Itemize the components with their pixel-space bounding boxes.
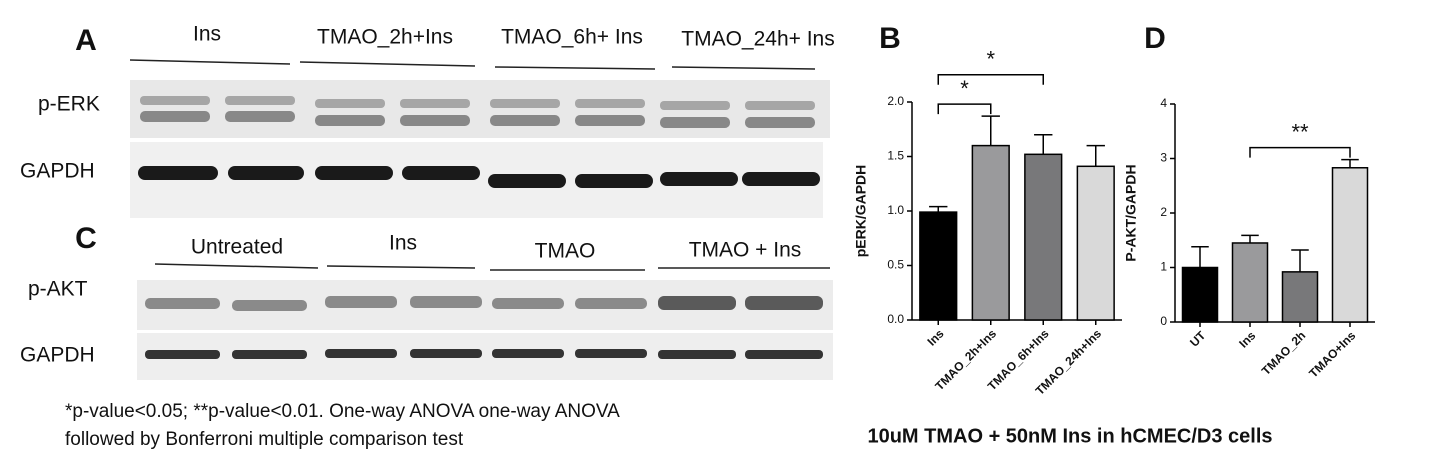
lane-header: Untreated <box>191 236 283 259</box>
lane-header: TMAO <box>535 240 596 263</box>
row-label: GAPDH <box>20 344 95 367</box>
y-axis-label: P-AKT/GAPDH <box>1123 164 1139 261</box>
bar <box>919 211 958 321</box>
y-tick-label: 0.5 <box>887 258 904 272</box>
lane-header: TMAO_24h+ Ins <box>681 28 835 51</box>
lane-lines <box>129 59 816 70</box>
caption: 10uM TMAO + 50nM Ins in hCMEC/D3 cells <box>867 425 1272 447</box>
bar <box>1076 165 1115 321</box>
significance-bracket <box>937 73 1044 85</box>
significance-label: * <box>960 76 969 101</box>
y-tick-label: 1.5 <box>887 149 904 163</box>
y-tick-label: 1.0 <box>887 203 904 217</box>
bar <box>1024 153 1063 321</box>
y-tick-label: 2 <box>1160 205 1167 219</box>
y-tick-label: 0.0 <box>887 312 904 326</box>
blot-perk <box>130 80 830 138</box>
row-label: GAPDH <box>20 160 95 183</box>
significance-label: ** <box>1291 119 1309 144</box>
footnote: followed by Bonferroni multiple comparis… <box>65 429 464 450</box>
lane-header: Ins <box>389 232 417 255</box>
row-label: p-AKT <box>28 278 88 301</box>
significance-bracket <box>937 103 992 115</box>
footnote: *p-value<0.05; **p-value<0.01. One-way A… <box>65 401 620 422</box>
lane-header: TMAO + Ins <box>689 239 802 262</box>
significance-bracket <box>1249 146 1351 158</box>
x-tick-label: UT <box>1187 328 1209 350</box>
blot-gapdh-a <box>130 142 823 218</box>
bar <box>1331 167 1369 323</box>
lane-header: TMAO_2h+Ins <box>317 26 453 49</box>
x-tick-label: Ins <box>924 326 946 348</box>
bar <box>1281 271 1319 323</box>
panel-letter: A <box>75 24 97 57</box>
blot-gapdh-c <box>137 333 833 380</box>
panel-letter: C <box>75 222 97 255</box>
significance-label: * <box>986 47 995 72</box>
bar <box>1181 266 1219 323</box>
lane-lines <box>154 263 830 271</box>
x-tick-label: Ins <box>1236 328 1258 350</box>
row-label: p-ERK <box>38 93 100 116</box>
x-tick-label: TMAO_2h <box>1259 328 1309 378</box>
lane-header: TMAO_6h+ Ins <box>501 26 643 49</box>
y-axis-label: pERK/GAPDH <box>853 165 869 258</box>
panel-letter: B <box>879 22 901 55</box>
lane-header: Ins <box>193 23 221 46</box>
y-tick-label: 3 <box>1160 151 1167 165</box>
y-tick-label: 0 <box>1160 314 1167 328</box>
blot-pakt <box>137 280 833 330</box>
y-tick-label: 4 <box>1160 96 1167 110</box>
bar <box>971 144 1010 321</box>
y-tick-label: 2.0 <box>887 94 904 108</box>
y-tick-label: 1 <box>1160 260 1167 274</box>
x-tick-label: TMAO+Ins <box>1306 328 1358 380</box>
panel-letter: D <box>1144 22 1166 55</box>
bar <box>1231 242 1269 323</box>
